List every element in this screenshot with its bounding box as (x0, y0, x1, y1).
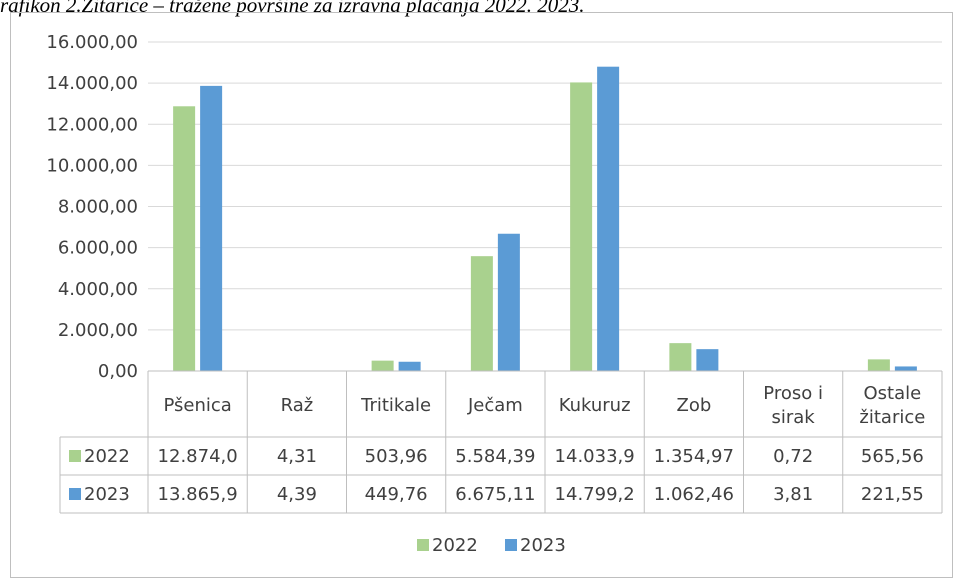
data-label-2023: 1.062,46 (654, 484, 734, 505)
y-axis-ticks: 0,00 2.000,00 4.000,00 6.000,00 8.000,00 10.0… (46, 32, 138, 382)
category-label: sirak (772, 407, 816, 428)
y-tick-label: 8.000,00 (58, 197, 138, 218)
bar-2023 (696, 349, 719, 371)
data-label-2022: 565,56 (861, 446, 924, 467)
bar-2023 (200, 85, 223, 371)
bar-chart: 0,00 2.000,00 4.000,00 6.000,00 8.000,00 10.0… (46, 32, 943, 556)
category-label: Ostale (864, 383, 922, 404)
bar-2023 (497, 233, 520, 371)
category-label: Ječam (467, 395, 523, 416)
y-tick-label: 0,00 (98, 361, 138, 382)
category-label: Tritikale (360, 395, 431, 416)
row-series-label: 2022 (84, 446, 130, 467)
bar-2022 (570, 82, 593, 372)
row-series-label: 2023 (84, 484, 130, 505)
legend-label-2022: 2022 (432, 535, 478, 556)
row-legend-key-2023 (69, 488, 81, 500)
category-label: Raž (281, 395, 314, 416)
bars (173, 66, 917, 372)
category-label: žitarice (859, 407, 925, 428)
data-label-2022: 503,96 (365, 446, 428, 467)
bar-2022 (371, 360, 394, 371)
category-label: Proso i (763, 383, 823, 404)
category-label: Kukuruz (559, 395, 631, 416)
data-label-2023: 13.865,9 (158, 484, 238, 505)
data-label-2023: 221,55 (861, 484, 924, 505)
category-label: Pšenica (163, 395, 231, 416)
data-label-2023: 4,39 (277, 484, 317, 505)
bar-2023 (597, 66, 620, 371)
data-label-2022: 0,72 (773, 446, 813, 467)
bar-2022 (470, 256, 493, 371)
legend: 2022 2023 (417, 535, 566, 556)
y-tick-label: 2.000,00 (58, 320, 138, 341)
y-tick-label: 10.000,00 (46, 155, 138, 176)
data-label-2022: 4,31 (277, 446, 317, 467)
data-label-2022: 5.584,39 (455, 446, 535, 467)
category-label: Zob (676, 395, 711, 416)
data-label-2023: 3,81 (773, 484, 813, 505)
data-table: Pšenica Raž Tritikale Ječam Kukuruz Zob Proso … (59, 370, 943, 514)
legend-key-2022 (417, 539, 429, 551)
bar-2023 (894, 366, 917, 371)
bar-2023 (398, 361, 421, 371)
row-legend-key-2022 (69, 450, 81, 462)
data-label-2023: 6.675,11 (455, 484, 535, 505)
legend-key-2023 (505, 539, 517, 551)
y-tick-label: 12.000,00 (46, 114, 138, 135)
gridlines (148, 41, 942, 372)
bar-2022 (669, 343, 692, 371)
chart-frame: 0,00 2.000,00 4.000,00 6.000,00 8.000,00 10.0… (10, 12, 953, 578)
bar-2022 (173, 106, 196, 371)
data-label-2023: 449,76 (365, 484, 428, 505)
data-label-2022: 1.354,97 (654, 446, 734, 467)
y-tick-label: 6.000,00 (58, 238, 138, 259)
y-tick-label: 4.000,00 (58, 279, 138, 300)
data-label-2022: 14.033,9 (555, 446, 635, 467)
data-label-2023: 14.799,2 (555, 484, 635, 505)
bar-2022 (867, 359, 890, 371)
y-tick-label: 14.000,00 (46, 73, 138, 94)
y-tick-label: 16.000,00 (46, 32, 138, 53)
legend-label-2023: 2023 (520, 535, 566, 556)
data-label-2022: 12.874,0 (158, 446, 238, 467)
